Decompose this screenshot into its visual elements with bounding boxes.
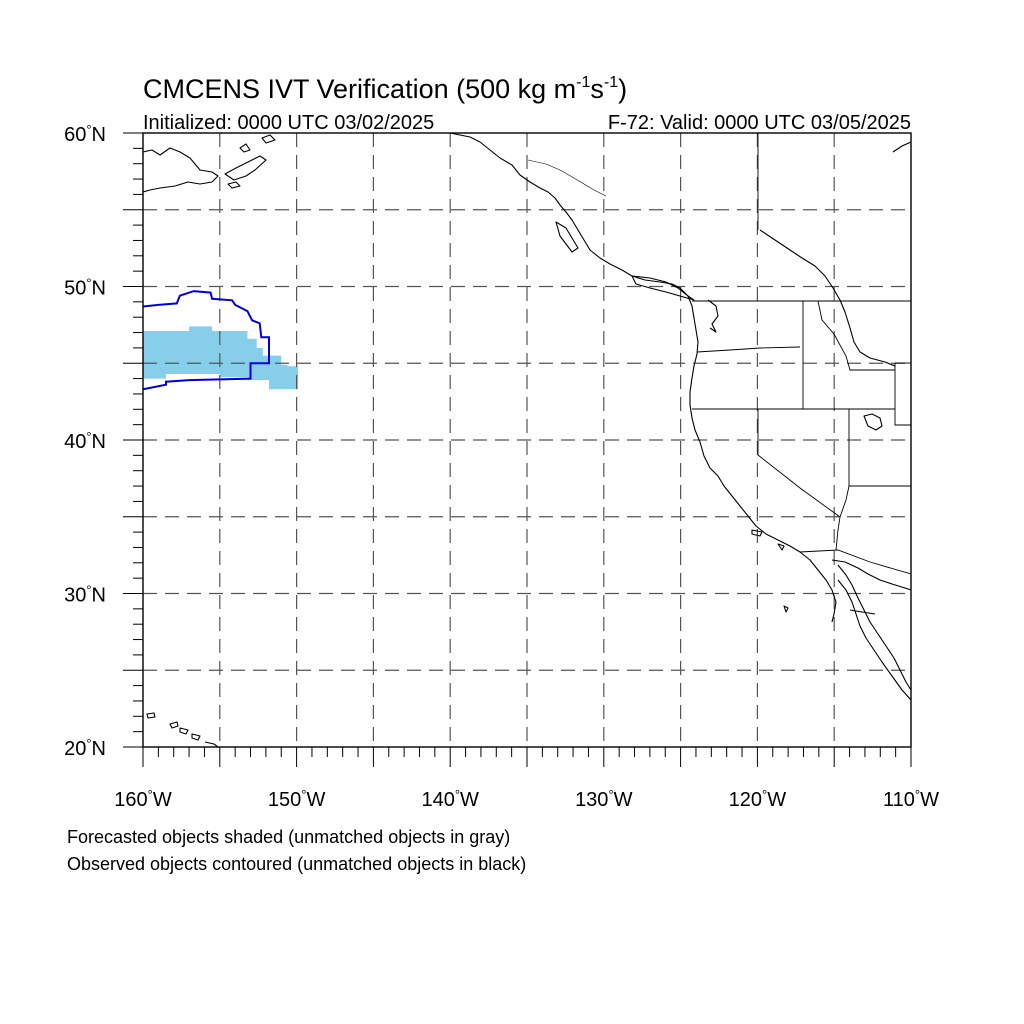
map-content bbox=[143, 133, 911, 747]
lon-tick-label: 120°W bbox=[729, 787, 787, 811]
lon-tick-label: 160°W bbox=[114, 787, 172, 811]
coastlines bbox=[143, 133, 911, 747]
forecast-object-shaded bbox=[143, 326, 299, 390]
valid-time-label: F-72: Valid: 0000 UTC 03/05/2025 bbox=[608, 112, 911, 134]
lat-lon-grid bbox=[143, 133, 911, 747]
lon-tick-label: 110°W bbox=[883, 787, 939, 811]
footer-forecast-note: Forecasted objects shaded (unmatched obj… bbox=[67, 827, 510, 847]
chart-title: CMCENS IVT Verification (500 kg m-1s-1) bbox=[143, 74, 627, 104]
lat-tick-label: 50°N bbox=[64, 276, 106, 300]
longitude-labels: 160°W 150°W 140°W 130°W 120°W 110°W bbox=[114, 787, 939, 811]
lat-tick-label: 60°N bbox=[64, 122, 106, 146]
lon-tick-label: 150°W bbox=[268, 787, 326, 811]
axis-ticks bbox=[123, 132, 912, 767]
lat-tick-label: 40°N bbox=[64, 429, 106, 453]
latitude-labels: 60°N 50°N 40°N 30°N 20°N bbox=[64, 122, 106, 760]
observed-object-contour bbox=[143, 290, 270, 391]
lon-tick-label: 130°W bbox=[575, 787, 633, 811]
footer-observed-note: Observed objects contoured (unmatched ob… bbox=[67, 854, 526, 874]
political-borders bbox=[527, 133, 911, 575]
lon-tick-label: 140°W bbox=[421, 787, 479, 811]
lat-tick-label: 30°N bbox=[64, 583, 106, 607]
lat-tick-label: 20°N bbox=[64, 736, 106, 760]
init-time-label: Initialized: 0000 UTC 03/02/2025 bbox=[143, 112, 434, 134]
